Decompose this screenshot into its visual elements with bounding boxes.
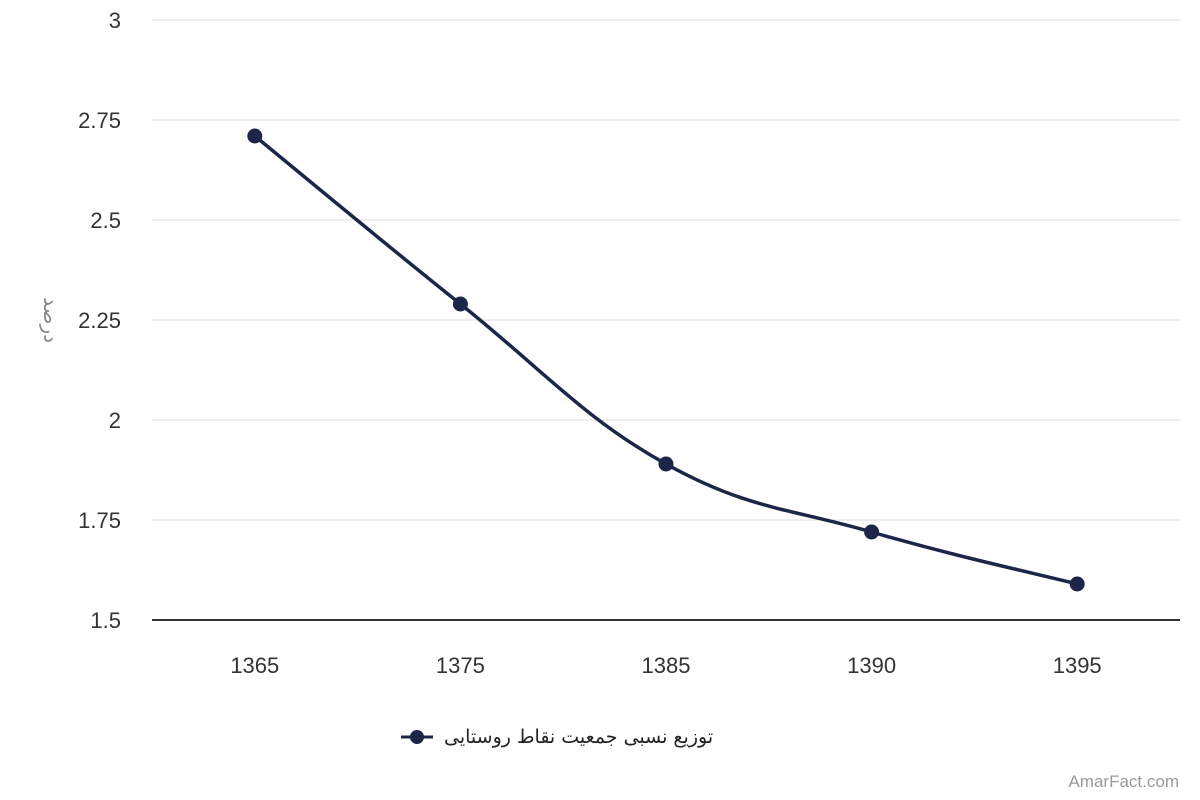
y-tick-label: 2.75 bbox=[78, 108, 121, 133]
y-tick-label: 1.5 bbox=[90, 608, 121, 633]
legend-marker-icon bbox=[401, 730, 433, 744]
data-point[interactable] bbox=[658, 456, 674, 472]
x-tick-label: 1375 bbox=[436, 653, 485, 678]
x-tick-label: 1365 bbox=[230, 653, 279, 678]
x-tick-label: 1390 bbox=[847, 653, 896, 678]
grid-lines bbox=[152, 19, 1180, 621]
y-axis-label: درصد bbox=[39, 297, 63, 343]
watermark: AmarFact.com bbox=[1068, 772, 1179, 791]
data-point[interactable] bbox=[1069, 576, 1085, 592]
series-group bbox=[247, 128, 1085, 592]
data-point[interactable] bbox=[452, 296, 468, 312]
data-point[interactable] bbox=[864, 524, 880, 540]
legend-label: توزیع نسبی جمعیت نقاط روستایی bbox=[444, 726, 714, 748]
y-tick-label: 2 bbox=[109, 408, 121, 433]
series-line bbox=[253, 134, 1078, 586]
x-tick-label: 1395 bbox=[1053, 653, 1102, 678]
y-tick-label: 3 bbox=[109, 8, 121, 33]
data-point[interactable] bbox=[247, 128, 263, 144]
y-tick-label: 2.25 bbox=[78, 308, 121, 333]
x-tick-label: 1385 bbox=[642, 653, 691, 678]
y-tick-label: 2.5 bbox=[90, 208, 121, 233]
y-tick-label: 1.75 bbox=[78, 508, 121, 533]
x-axis-ticks: 1365 1375 1385 1390 1395 bbox=[230, 653, 1101, 678]
y-axis-ticks: 1.5 1.75 2 2.25 2.5 2.75 3 bbox=[78, 8, 121, 633]
legend[interactable]: توزیع نسبی جمعیت نقاط روستایی bbox=[400, 726, 713, 748]
